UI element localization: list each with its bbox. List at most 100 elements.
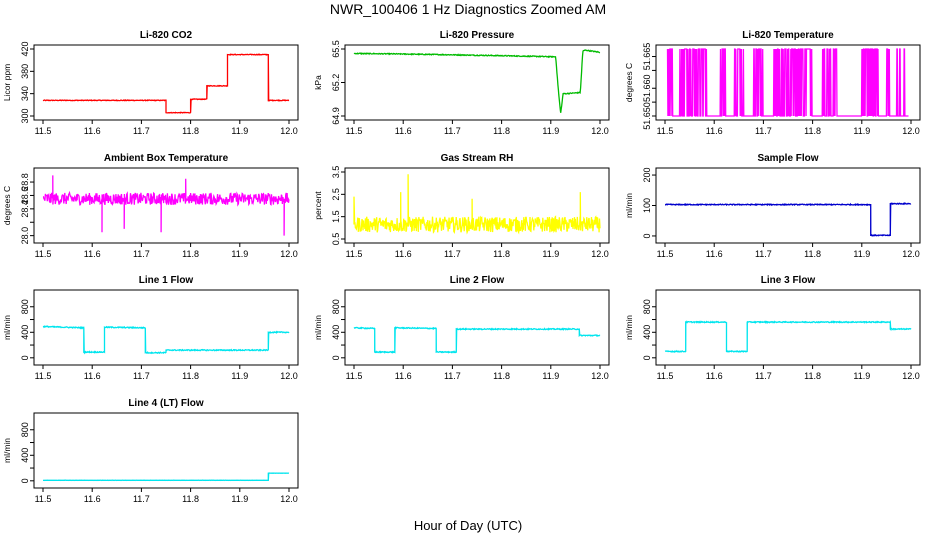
y-tick-label: 420	[20, 41, 30, 56]
x-tick-label: 12.0	[591, 126, 609, 136]
y-tick-label: 3.5	[331, 166, 341, 179]
y-axis-label: ml/min	[624, 315, 634, 340]
x-tick-label: 11.7	[133, 494, 150, 504]
y-tick-label: 100	[642, 198, 652, 213]
y-tick-label: 380	[20, 64, 30, 79]
panel-title: Ambient Box Temperature	[104, 153, 229, 164]
series-line	[42, 175, 290, 236]
y-tick-label: 65.5	[331, 40, 341, 58]
x-tick-label: 11.7	[755, 371, 772, 381]
x-tick-label: 11.6	[84, 371, 101, 381]
x-tick-label: 12.0	[591, 249, 609, 259]
x-tick-label: 11.8	[182, 249, 199, 259]
x-tick-label: 11.6	[395, 249, 412, 259]
panel-line-2-flow: Line 2 Flow 11.5 11.6 11.7 11.8 11.9 12.0 0 400 8…	[313, 275, 610, 381]
x-tick-label: 11.5	[346, 249, 363, 259]
y-tick-label: 28.0	[20, 227, 30, 245]
y-tick-label: 28.6	[20, 187, 30, 205]
panel-line-1-flow: Line 1 Flow 11.5 11.6 11.7 11.8 11.9 12.0 0 400 8…	[2, 275, 299, 381]
y-tick-label: 300	[20, 108, 30, 123]
y-axis-label: ml/min	[624, 193, 634, 218]
y-axis-label: kPa	[313, 75, 323, 90]
x-tick-label: 11.6	[395, 126, 412, 136]
x-tick-label: 11.8	[493, 126, 510, 136]
y-tick-label: 200	[642, 168, 652, 183]
y-tick-label: 0	[642, 233, 652, 238]
y-tick-label: 28.4	[20, 200, 30, 218]
x-tick-label: 11.7	[444, 371, 461, 381]
x-tick-label: 12.0	[902, 126, 920, 136]
x-tick-label: 11.8	[182, 494, 199, 504]
x-tick-label: 11.6	[706, 249, 723, 259]
x-tick-label: 11.5	[35, 126, 52, 136]
x-tick-label: 11.6	[395, 371, 412, 381]
panel-li-820-pressure: Li-820 Pressure 11.5 11.6 11.7 11.8 11.9 12.0 6…	[313, 30, 610, 136]
x-tick-label: 11.9	[542, 249, 559, 259]
y-tick-label: 400	[642, 325, 652, 340]
y-tick-label: 64.9	[331, 107, 341, 125]
panel-title: Line 1 Flow	[139, 275, 194, 286]
y-tick-label: 0	[20, 478, 30, 483]
x-tick-label: 11.9	[542, 126, 559, 136]
x-tick-label: 11.5	[35, 371, 52, 381]
series-line	[353, 49, 601, 113]
x-tick-label: 11.8	[804, 249, 821, 259]
x-tick-label: 11.5	[657, 126, 674, 136]
y-tick-label: 1.5	[331, 210, 341, 223]
y-tick-label: 340	[20, 86, 30, 101]
x-tick-label: 11.5	[657, 249, 674, 259]
plot-frame	[655, 289, 921, 366]
panel-title: Sample Flow	[757, 153, 818, 164]
x-tick-label: 11.7	[133, 126, 150, 136]
x-tick-label: 11.9	[853, 126, 870, 136]
y-tick-label: 800	[331, 299, 341, 314]
x-tick-label: 12.0	[902, 371, 920, 381]
y-tick-label: 800	[20, 422, 30, 437]
panel-title: Gas Stream RH	[441, 153, 514, 164]
x-tick-label: 11.6	[706, 371, 723, 381]
x-tick-label: 11.9	[231, 249, 248, 259]
x-tick-label: 11.7	[444, 249, 461, 259]
panel-title: Li-820 Temperature	[742, 30, 834, 41]
x-tick-label: 11.6	[84, 494, 101, 504]
series-line	[43, 472, 290, 482]
x-tick-label: 11.9	[542, 371, 559, 381]
y-axis-label: ml/min	[2, 315, 12, 340]
x-tick-label: 11.5	[346, 371, 363, 381]
x-tick-label: 11.6	[84, 126, 101, 136]
y-tick-label: 400	[20, 325, 30, 340]
panel-title: Li-820 Pressure	[440, 30, 515, 41]
y-tick-label: 28.8	[20, 173, 30, 191]
x-tick-label: 11.9	[231, 371, 248, 381]
x-tick-label: 11.9	[853, 371, 870, 381]
series-line	[665, 202, 912, 237]
y-axis-label: degrees C	[624, 63, 634, 102]
x-axis-title: Hour of Day (UTC)	[413, 518, 523, 533]
series-line	[42, 53, 290, 114]
x-tick-label: 11.8	[804, 371, 821, 381]
x-tick-label: 11.5	[35, 494, 52, 504]
y-tick-label: 0	[642, 355, 652, 360]
panel-ambient-box-temperature: Ambient Box Temperature 11.5 11.6 11.7 11.8 1…	[2, 153, 299, 259]
x-tick-label: 11.8	[493, 371, 510, 381]
series-line	[664, 320, 912, 354]
x-tick-label: 11.8	[182, 371, 199, 381]
y-axis-label: degrees C	[2, 186, 12, 225]
y-tick-label: 0	[331, 355, 341, 360]
plot-frame	[344, 167, 610, 244]
x-tick-label: 11.5	[657, 371, 674, 381]
x-tick-label: 12.0	[280, 371, 298, 381]
y-tick-label: 800	[642, 299, 652, 314]
panel-li-820-temperature: Li-820 Temperature 11.5 11.6 11.7 11.8 11.9 12…	[624, 30, 921, 136]
x-tick-label: 12.0	[280, 494, 298, 504]
y-tick-label: 400	[331, 325, 341, 340]
panel-line-3-flow: Line 3 Flow 11.5 11.6 11.7 11.8 11.9 12.0 0 400 8…	[624, 275, 921, 381]
x-tick-label: 11.5	[35, 249, 52, 259]
series-line	[42, 325, 290, 355]
y-axis-label: ml/min	[2, 438, 12, 463]
panel-title: Line 2 Flow	[450, 275, 505, 286]
plot-frame	[344, 44, 610, 121]
panel-line-4-lt-flow: Line 4 (LT) Flow 11.5 11.6 11.7 11.8 11.9 12.0…	[2, 398, 299, 504]
x-tick-label: 11.7	[755, 126, 772, 136]
